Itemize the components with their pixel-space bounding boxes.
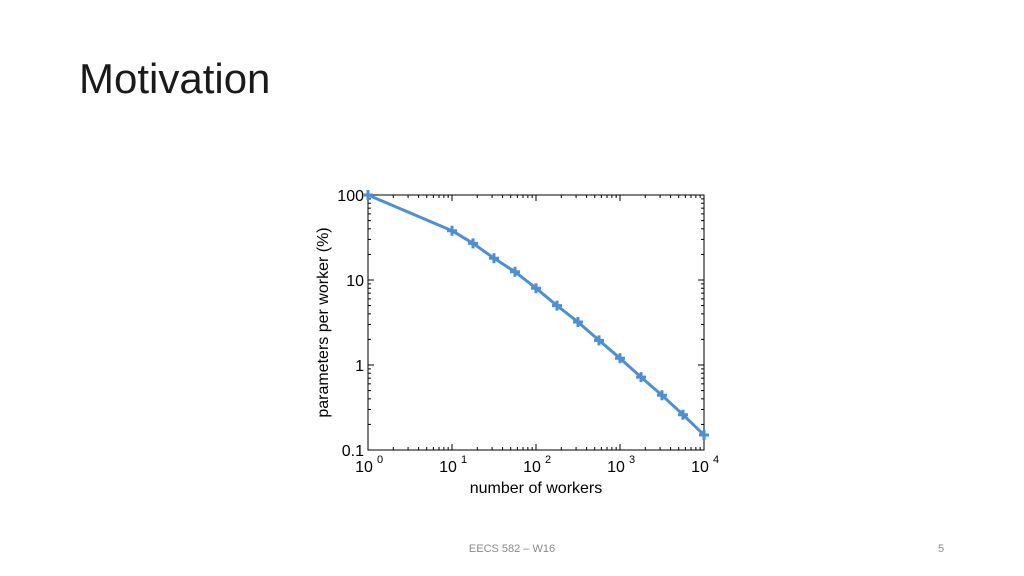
data-point-marker: [615, 353, 625, 364]
footer-text: EECS 582 – W16: [468, 543, 556, 555]
data-point-marker: [488, 253, 499, 264]
data-point-marker: [447, 225, 457, 236]
plot-area: [367, 194, 705, 451]
x-tick-label: 10: [439, 459, 457, 476]
x-tick-label: 10: [691, 459, 709, 476]
data-point-marker: [699, 430, 709, 441]
data-point-marker: [593, 335, 604, 346]
data-point-marker: [363, 190, 373, 200]
x-tick-label: 10: [523, 459, 541, 476]
x-axis-label: number of workers: [470, 480, 603, 497]
series-markers: [363, 190, 709, 441]
data-point-marker: [552, 300, 563, 311]
data-point-marker: [677, 409, 688, 420]
data-point-marker: [656, 390, 667, 401]
x-tick-label: 10: [355, 459, 373, 476]
data-point-marker: [636, 372, 647, 383]
x-tick-labels: 10 0 10 1 10 2 10 3 10 4: [355, 454, 719, 476]
series-line: [367, 193, 706, 437]
x-tick-label-exponent: 0: [377, 454, 383, 466]
slide-title: Motivation: [79, 55, 271, 102]
x-tick-label-exponent: 2: [545, 454, 551, 466]
y-tick-label: 10: [346, 273, 364, 290]
x-tick-label: 10: [607, 459, 625, 476]
y-axis-label: parameters per worker (%): [315, 227, 332, 417]
x-tick-label-exponent: 1: [461, 454, 467, 466]
axis-ticks: [367, 195, 704, 451]
y-tick-label: 0.1: [342, 443, 364, 460]
x-tick-label-exponent: 4: [713, 454, 719, 466]
y-tick-labels: 100 10 1 0.1: [337, 188, 364, 460]
page-number: 5: [938, 543, 945, 555]
y-tick-label: 100: [337, 188, 364, 205]
y-tick-label: 1: [355, 358, 364, 375]
data-point-marker: [468, 238, 479, 249]
data-point-marker: [509, 266, 520, 277]
data-point-marker: [531, 283, 541, 294]
x-tick-label-exponent: 3: [629, 454, 635, 466]
data-point-marker: [572, 317, 583, 328]
